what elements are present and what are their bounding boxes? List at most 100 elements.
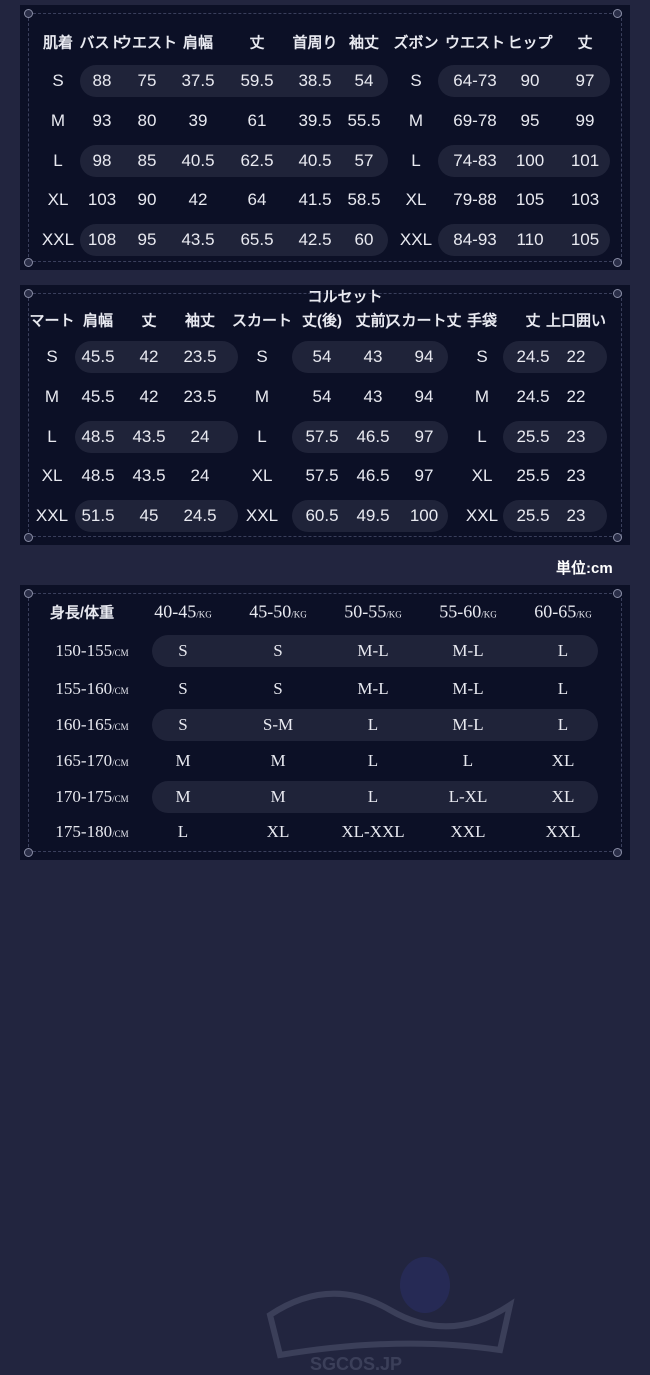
table-cell: 25.5 [516, 506, 550, 525]
table-cell: 60.5 [305, 506, 339, 525]
height-label: 155-160/CM [55, 679, 128, 699]
table-cell: 103 [570, 190, 600, 209]
table-cell: 41.5 [298, 190, 332, 209]
table-cell: 23.5 [183, 347, 217, 366]
table-cell: 24.5 [516, 347, 550, 366]
table-cell: S [476, 347, 488, 366]
table-cell: S [52, 71, 64, 90]
weight-header: 60-65/KG [534, 602, 592, 623]
column-header: 丈 [249, 34, 265, 52]
row-highlight [152, 781, 598, 813]
table-cell: 39.5 [298, 111, 332, 130]
table-cell: 100 [409, 506, 439, 525]
row-highlight [75, 500, 238, 532]
table-cell: 43.5 [132, 427, 166, 446]
table-cell: 64-73 [453, 71, 497, 90]
table-cell: 90 [137, 190, 157, 209]
column-header: 袖丈 [184, 312, 216, 330]
table-cell: 97 [414, 427, 434, 446]
table-cell: 110 [516, 230, 544, 249]
column-header: 上口囲い [545, 312, 607, 330]
table-cell: 59.5 [240, 71, 274, 90]
column-header: 丈 [141, 312, 157, 330]
table-cell: 105 [515, 190, 545, 209]
size-cell: S-M [262, 715, 294, 734]
weight-header: 50-55/KG [344, 602, 402, 623]
table-cell: 23 [566, 506, 586, 525]
size-cell: L [177, 822, 189, 841]
table-cell: 55.5 [347, 111, 381, 130]
table-cell: XXL [41, 230, 75, 249]
rivet-icon [613, 848, 622, 857]
row-highlight [75, 421, 238, 453]
rivet-icon [24, 289, 33, 298]
table-cell: 45.5 [81, 347, 115, 366]
table-cell: S [46, 347, 58, 366]
table-cell: 97 [414, 466, 434, 485]
column-header: 丈 [577, 34, 593, 52]
column-header: 首周り [292, 34, 338, 52]
corner-header: 身長/体重 [49, 604, 115, 622]
size-cell: S [273, 679, 283, 698]
height-label: 150-155/CM [55, 641, 128, 661]
weight-range: 55-60 [439, 601, 482, 622]
height-range: 160-165 [55, 715, 113, 734]
table-cell: 100 [515, 151, 545, 170]
rivet-icon [613, 589, 622, 598]
height-weight-table: SGCOS.JP 身長/体重 40-45/KG 45-50/KG 50-55/KG 55… [20, 585, 630, 1374]
column-header: 丈前) [355, 312, 391, 330]
size-cell: XXL [545, 822, 581, 841]
table-cell: XL [41, 466, 63, 485]
rivet-icon [613, 258, 622, 267]
table-cell: 54 [312, 347, 332, 366]
table-cell: 42 [139, 347, 159, 366]
table-cell: 62.5 [240, 151, 274, 170]
row-highlight [503, 421, 607, 453]
table-cell: XL [251, 466, 273, 485]
height-range: 170-175 [55, 787, 113, 806]
height-label: 175-180/CM [55, 822, 128, 842]
height-range: 150-155 [55, 641, 113, 660]
corset-size-table: コルセット マート 肩幅丈袖丈 スカート 丈(後) 丈前) スカート丈 手袋丈上口囲い S 45.… [20, 285, 630, 545]
table-cell: 103 [87, 190, 117, 209]
table-cell: 24 [190, 466, 210, 485]
table-cell: 24.5 [516, 387, 550, 406]
table-cell: 46.5 [356, 427, 390, 446]
height-label: 170-175/CM [55, 787, 128, 807]
table-cell: XL [405, 190, 427, 209]
table-cell: 57.5 [305, 466, 339, 485]
height-range: 155-160 [55, 679, 113, 698]
table-cell: XXL [245, 506, 279, 525]
table-cell: 105 [570, 230, 600, 249]
weight-unit: /KG [196, 609, 212, 620]
table-cell: 57.5 [305, 427, 339, 446]
table-cell: 65.5 [240, 230, 274, 249]
row-highlight [80, 224, 388, 256]
table-cell: 93 [92, 111, 112, 130]
row-highlight [438, 65, 610, 97]
column-header: 手袋 [466, 312, 498, 330]
table-cell: 48.5 [81, 466, 115, 485]
height-range: 165-170 [55, 751, 113, 770]
size-cell: S [178, 715, 188, 734]
table-cell: 42.5 [298, 230, 332, 249]
table-cell: 42 [139, 387, 159, 406]
column-header: ズボン [393, 34, 439, 52]
weight-unit: /KG [576, 609, 592, 620]
size-cell: M-L [357, 679, 389, 698]
table-cell: 69-78 [453, 111, 497, 130]
table-cell: M [408, 111, 424, 130]
column-header: 肌着 [42, 34, 74, 52]
height-unit: /CM [112, 794, 129, 804]
size-cell: M-L [357, 641, 389, 660]
size-cell: L [557, 715, 569, 734]
top-size-table: 肌着 バスト ウエスト 肩幅丈首周り 袖丈 ズボン ウエスト ヒップ丈 S 88 75 37.5 59.… [20, 5, 630, 270]
row-highlight [152, 635, 598, 667]
table-cell: L [47, 427, 57, 446]
table-cell: M [474, 387, 490, 406]
size-cell: S [178, 679, 188, 698]
height-range: 175-180 [55, 822, 113, 841]
table-cell: XXL [35, 506, 69, 525]
height-unit: /CM [112, 648, 129, 658]
row-highlight [438, 145, 610, 177]
